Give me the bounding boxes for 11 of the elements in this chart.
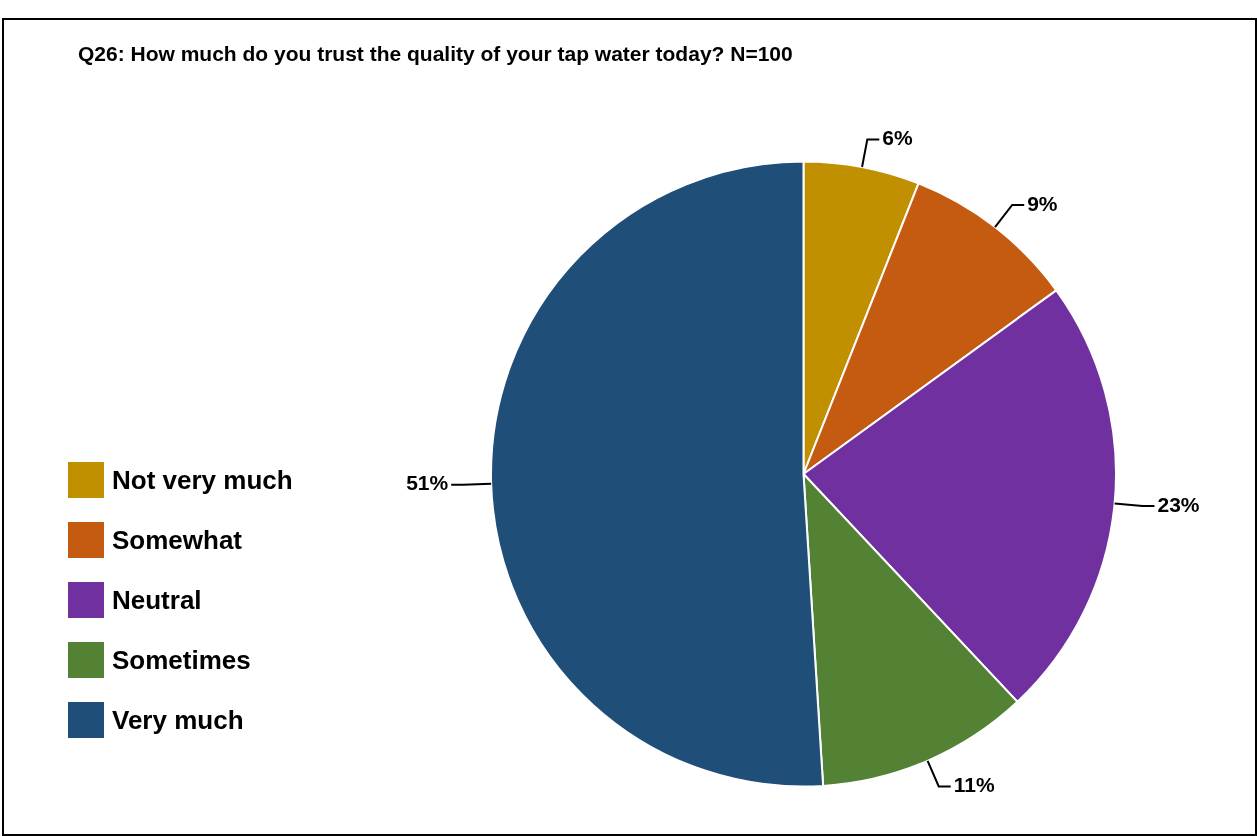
data-label: 51% <box>406 471 449 495</box>
legend-label: Somewhat <box>112 524 243 556</box>
legend-label: Not very much <box>112 464 293 496</box>
chart-title: Q26: How much do you trust the quality of your tap water today? N=100 <box>78 42 793 66</box>
data-label: 9% <box>1027 191 1058 215</box>
data-label: 6% <box>882 126 913 150</box>
data-label: 23% <box>1157 492 1200 516</box>
legend-label: Very much <box>112 704 244 736</box>
legend-label: Sometimes <box>112 644 251 676</box>
legend-label: Neutral <box>112 584 202 616</box>
data-label: 11% <box>953 773 995 797</box>
